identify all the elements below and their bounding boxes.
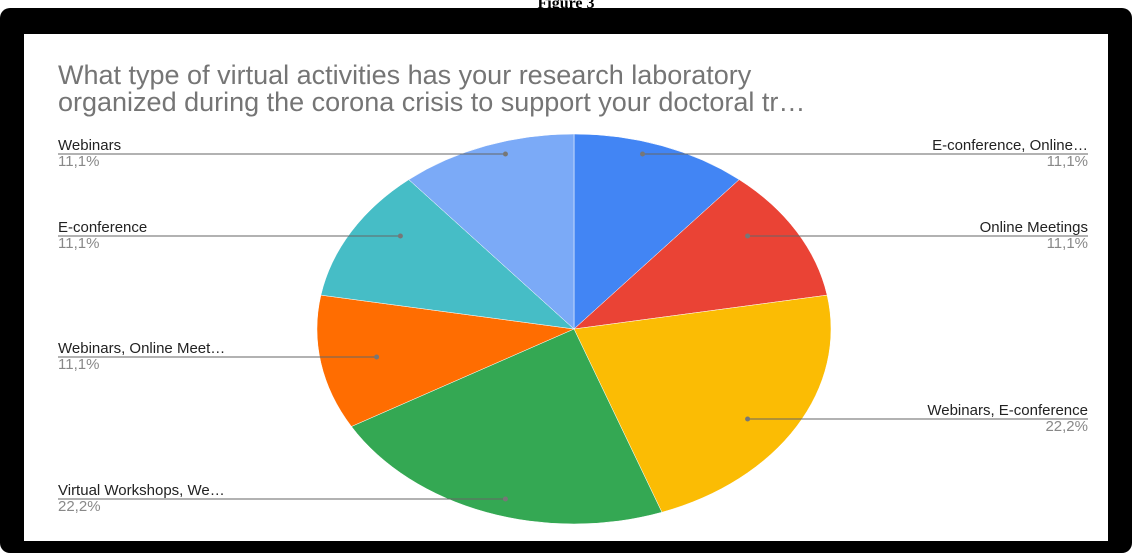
slice-label-name: E-conference, Online…: [932, 137, 1088, 154]
pie-chart: [58, 133, 1088, 525]
slice-label-percent: 22,2%: [58, 498, 101, 515]
slice-label: Online Meetings 11,1%: [980, 220, 1088, 252]
slice-label-name: Webinars, E-conference: [927, 402, 1088, 419]
leader-dot: [502, 496, 508, 502]
chart-frame: What type of virtual activities has your…: [0, 8, 1132, 553]
leader-dot: [745, 233, 751, 239]
slice-label: Webinars 11,1%: [58, 138, 121, 170]
slice-label: Webinars, Online Meet… 11,1%: [58, 341, 225, 373]
chart-panel: What type of virtual activities has your…: [24, 34, 1108, 541]
leader-dot: [374, 354, 380, 360]
leader-dot: [640, 151, 646, 157]
pie-slice: [320, 179, 575, 330]
slice-label-percent: 11,1%: [58, 235, 100, 252]
pie-slice: [408, 133, 575, 330]
slice-label-name: Online Meetings: [979, 219, 1088, 236]
slice-label: Virtual Workshops, We… 22,2%: [58, 483, 225, 515]
slice-label-percent: 11,1%: [1046, 153, 1088, 170]
slice-label: Webinars, E-conference 22,2%: [927, 403, 1088, 435]
slice-label-percent: 11,1%: [58, 153, 100, 170]
pie-slice: [573, 133, 740, 330]
slice-label-name: E-conference: [58, 219, 148, 236]
pie-slice: [351, 328, 663, 525]
slice-label: E-conference 11,1%: [58, 220, 147, 252]
slice-label-name: Webinars, Online Meet…: [58, 340, 226, 357]
leader-dot: [745, 416, 751, 422]
slice-label-percent: 11,1%: [1046, 235, 1088, 252]
chart-title: What type of virtual activities has your…: [58, 60, 806, 117]
leader-dot: [397, 233, 403, 239]
pie-slice: [316, 294, 575, 427]
slice-label-name: Webinars: [58, 137, 122, 154]
figure-caption: Figure 3: [537, 0, 595, 12]
pie-slice: [573, 179, 828, 330]
slice-label-percent: 11,1%: [58, 356, 100, 373]
leader-dot: [502, 151, 508, 157]
pie-slice: [573, 294, 832, 513]
slice-label-name: Virtual Workshops, We…: [58, 482, 225, 499]
slice-label: E-conference, Online… 11,1%: [932, 138, 1088, 170]
slice-label-percent: 22,2%: [1045, 418, 1088, 435]
